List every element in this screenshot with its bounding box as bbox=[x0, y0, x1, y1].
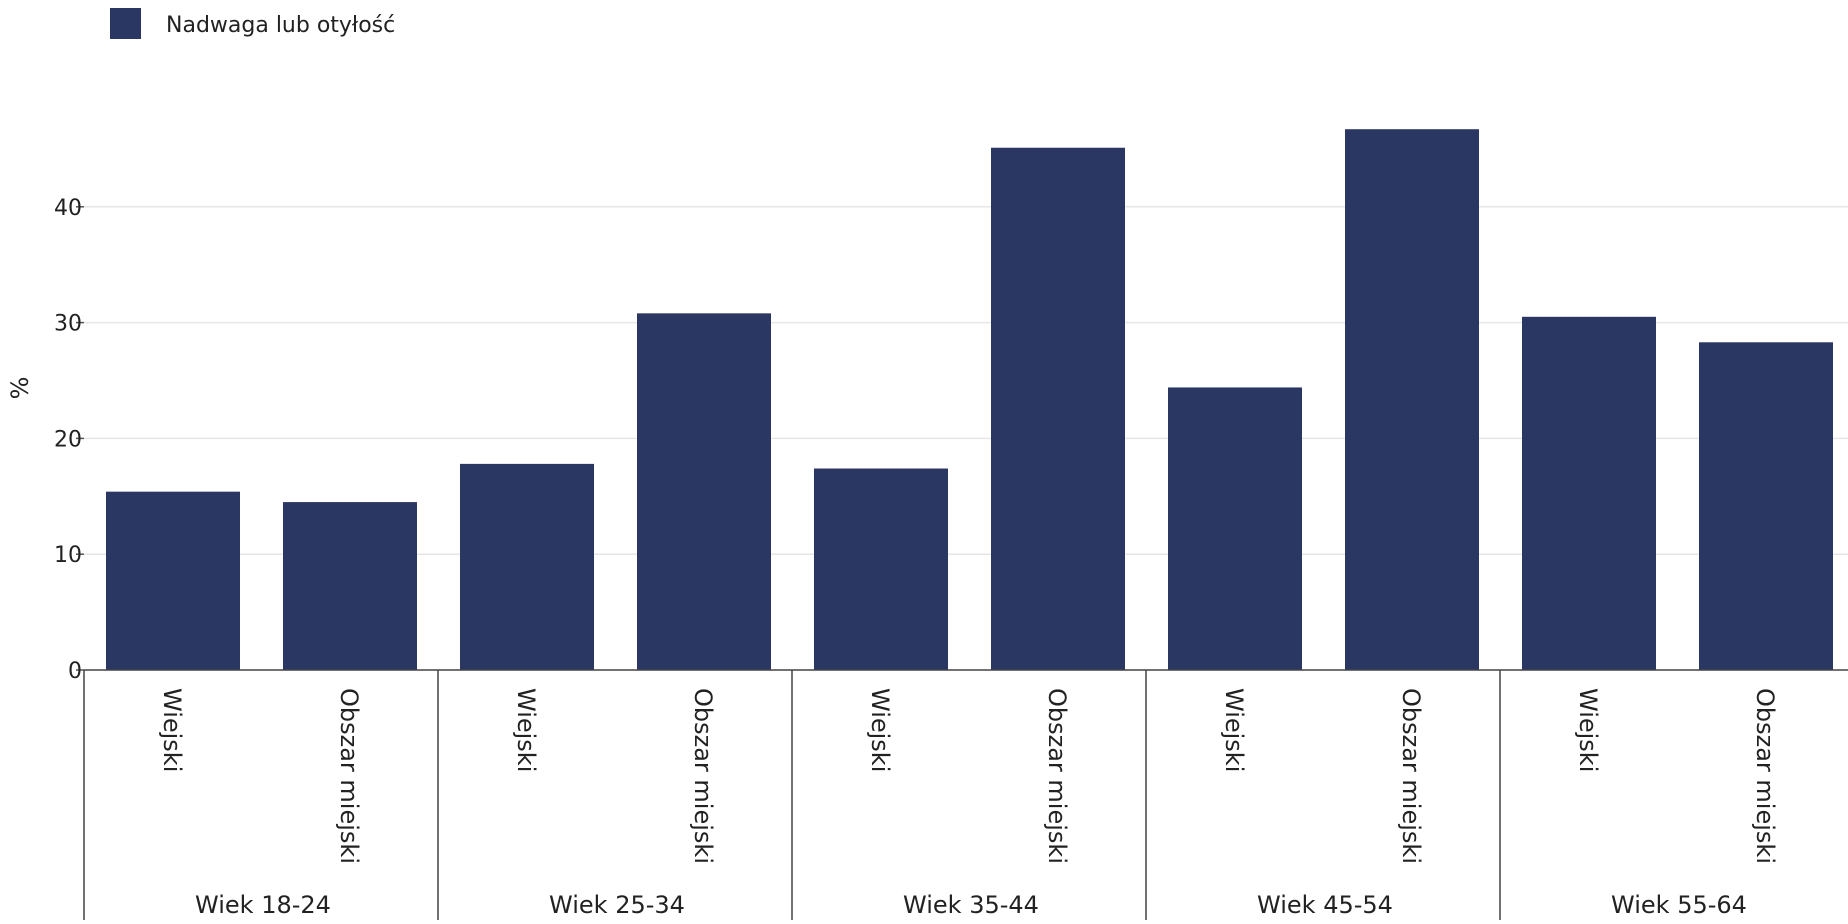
x-group-label: Wiek 55-64 bbox=[1611, 891, 1747, 919]
x-category-label: Obszar miejski bbox=[1397, 688, 1425, 864]
x-category-labels: Wiejski Obszar miejski Wiejski Obszar miejs… bbox=[158, 688, 1779, 864]
x-category-label: Wiejski bbox=[1574, 688, 1602, 772]
bar bbox=[637, 313, 771, 670]
x-group-label: Wiek 35-44 bbox=[903, 891, 1039, 919]
legend-label: Nadwaga lub otyłość bbox=[166, 13, 395, 38]
bar bbox=[1522, 316, 1656, 670]
bar bbox=[283, 502, 417, 670]
y-tick-label: 40 bbox=[54, 196, 82, 221]
y-tick-label: 10 bbox=[54, 543, 82, 568]
y-axis-label: % bbox=[6, 377, 34, 400]
bar bbox=[1699, 342, 1833, 670]
bar bbox=[814, 468, 948, 670]
x-group-label: Wiek 45-54 bbox=[1257, 891, 1393, 919]
bar bbox=[106, 491, 240, 670]
x-group-label: Wiek 25-34 bbox=[549, 891, 685, 919]
x-group-label: Wiek 18-24 bbox=[195, 891, 331, 919]
legend-swatch bbox=[110, 8, 141, 39]
x-group-labels: Wiek 18-24 Wiek 25-34 Wiek 35-44 Wiek 45-54… bbox=[195, 891, 1747, 919]
y-tick-label: 0 bbox=[68, 659, 82, 684]
bar bbox=[460, 463, 594, 670]
axes bbox=[83, 669, 1848, 920]
y-axis-ticks: 0 10 20 30 40 bbox=[54, 196, 84, 684]
x-category-label: Obszar miejski bbox=[1043, 688, 1071, 864]
y-tick-label: 20 bbox=[54, 427, 82, 452]
x-category-label: Wiejski bbox=[866, 688, 894, 772]
y-tick-label: 30 bbox=[54, 312, 82, 337]
x-category-label: Wiejski bbox=[512, 688, 540, 772]
bar bbox=[1345, 129, 1479, 671]
x-category-label: Wiejski bbox=[158, 688, 186, 772]
x-category-label: Obszar miejski bbox=[689, 688, 717, 864]
bar bbox=[991, 147, 1125, 670]
x-category-label: Obszar miejski bbox=[1751, 688, 1779, 864]
x-category-label: Obszar miejski bbox=[335, 688, 363, 864]
legend: Nadwaga lub otyłość bbox=[110, 8, 395, 39]
bar bbox=[1168, 387, 1302, 670]
x-category-label: Wiejski bbox=[1220, 688, 1248, 772]
bars bbox=[106, 129, 1833, 671]
